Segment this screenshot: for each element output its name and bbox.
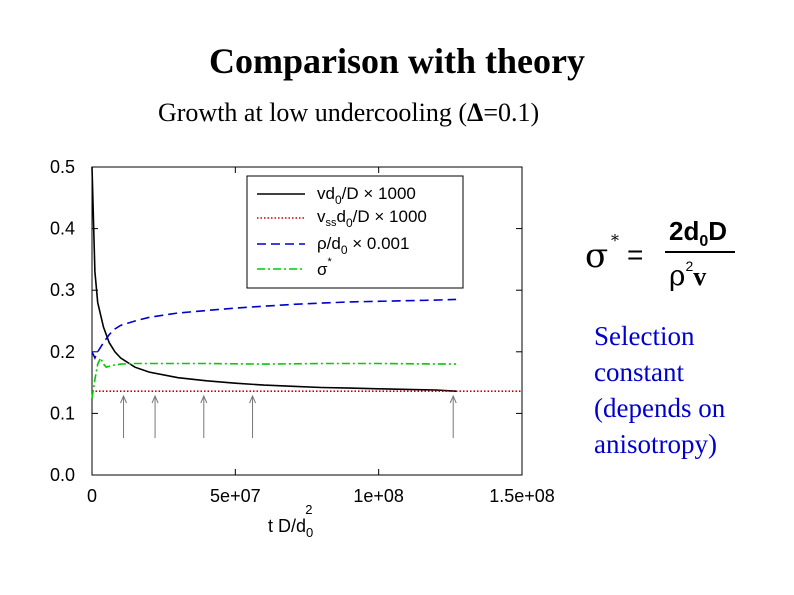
plot-area [91, 166, 523, 476]
x-tick-label: 1e+08 [353, 486, 404, 506]
arrow-marker [120, 394, 127, 438]
note-line: (depends on [594, 393, 726, 423]
x-tick-label: 5e+07 [210, 486, 261, 506]
plot-frame [91, 166, 523, 476]
series-lines [91, 166, 522, 399]
series-line-2 [91, 298, 457, 360]
y-tick-label: 0.2 [50, 342, 75, 362]
series-line-3 [91, 356, 457, 399]
legend-entry-0: vd0/D × 1000 [317, 184, 416, 207]
axis-ticks: 0.0 0.1 0.2 0.3 0.4 0.5 0 5e+07 1e+08 1.5e+08 [50, 157, 555, 506]
x-tick-label: 0 [87, 486, 97, 506]
selection-formula: σ * = 2d0D ρ2v [585, 212, 745, 292]
note-line: anisotropy) [594, 429, 717, 459]
formula-star: * [611, 231, 619, 250]
x-axis-label: t D/d02 [268, 502, 313, 540]
subtitle-prefix: Growth at low undercooling ( [158, 98, 468, 127]
arrow-marker [449, 394, 457, 438]
arrow-marker [200, 394, 208, 438]
series-line-0 [91, 166, 457, 392]
legend: vd0/D × 1000 vssd0/D × 1000 ρ/d0 × 0.001… [246, 175, 464, 289]
arrow-markers [120, 394, 457, 438]
note-line: constant [594, 357, 684, 387]
y-tick-label: 0.0 [50, 465, 75, 485]
subtitle-delta-symbol: Δ [467, 98, 484, 127]
note-line: Selection [594, 321, 695, 351]
arrow-marker [249, 394, 256, 438]
formula-denominator: ρ2v [669, 258, 706, 292]
y-tick-label: 0.5 [50, 157, 75, 177]
arrow-marker [151, 394, 159, 438]
legend-entry-2: ρ/d0 × 0.001 [317, 234, 409, 257]
x-tick-label: 1.5e+08 [489, 486, 555, 506]
formula-numerator: 2d0D [669, 216, 727, 250]
legend-entry-1: vssd0/D × 1000 [317, 207, 427, 230]
y-tick-label: 0.3 [50, 280, 75, 300]
formula-equals: = [627, 239, 643, 270]
page-title: Comparison with theory [209, 41, 585, 81]
subtitle-suffix: =0.1) [483, 98, 540, 127]
y-tick-label: 0.1 [50, 403, 75, 423]
formula-sigma: σ [585, 236, 608, 276]
page-subtitle: Growth at low undercooling (Δ=0.1) [158, 98, 539, 128]
y-tick-label: 0.4 [50, 219, 75, 239]
selection-constant-note: Selection constant (depends on anisotrop… [594, 318, 784, 462]
legend-entry-3: σ* [317, 256, 333, 279]
